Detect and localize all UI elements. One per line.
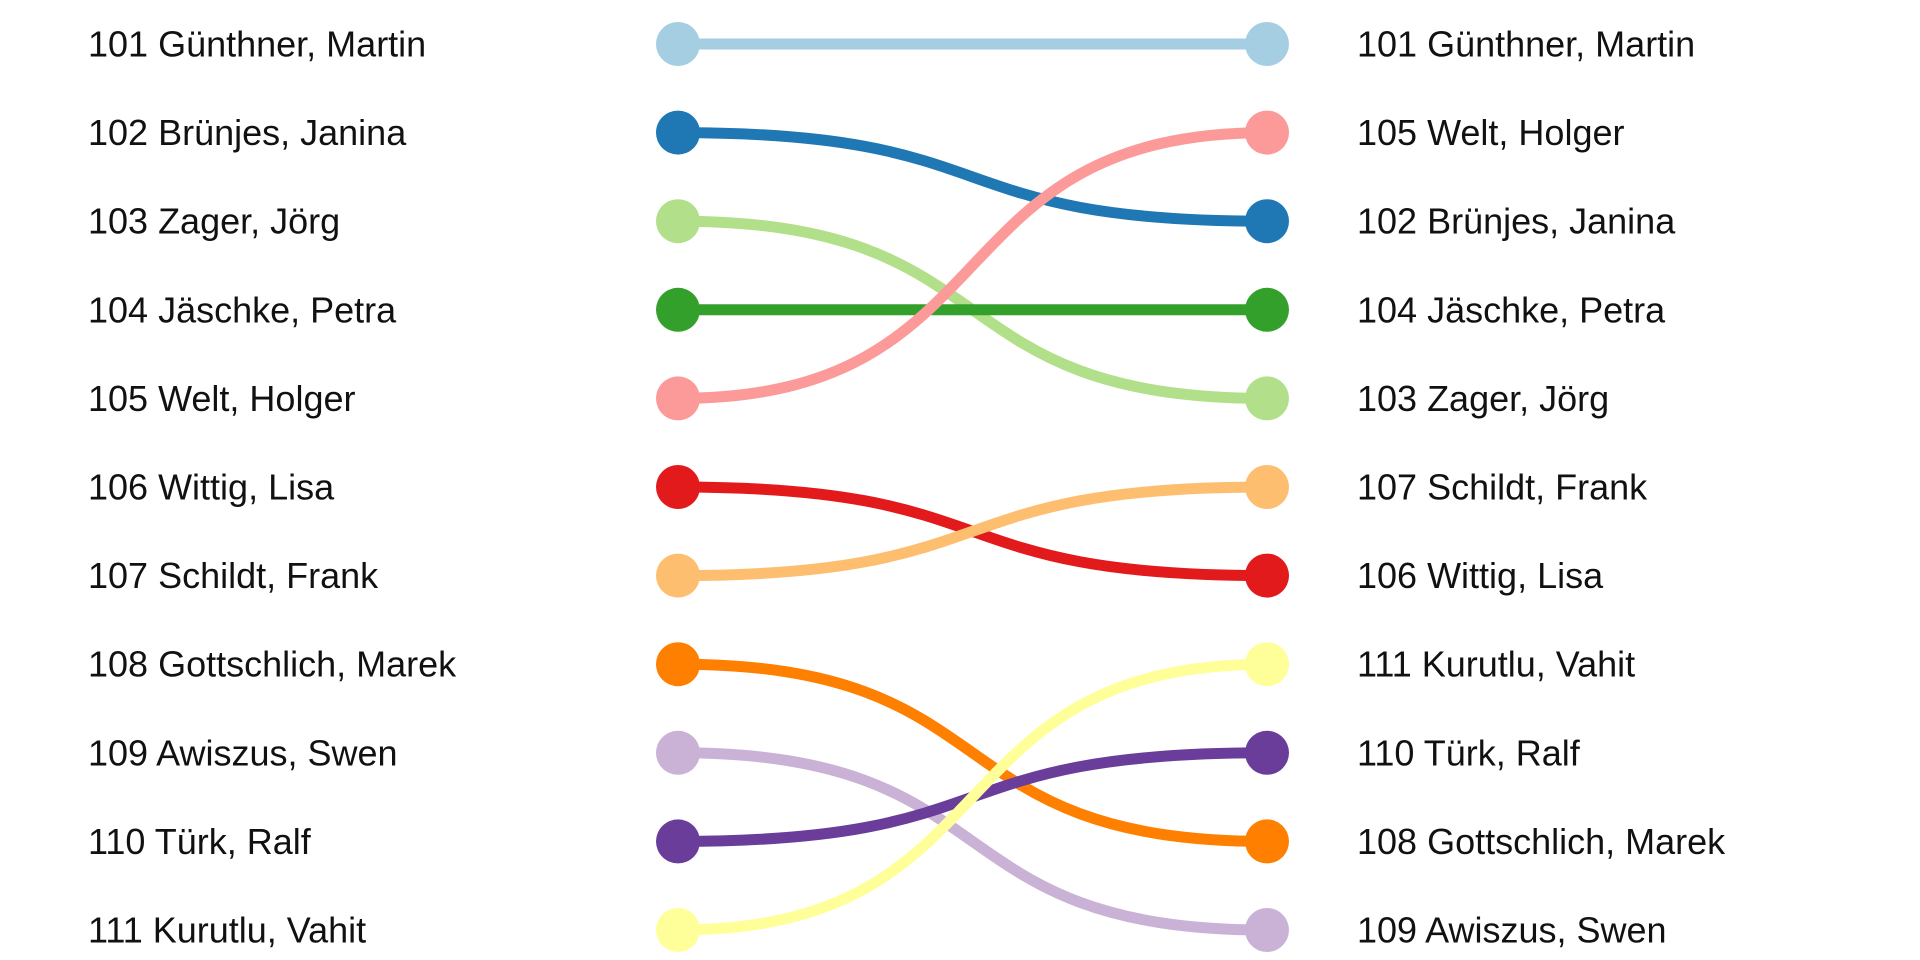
left-label-101: 101 Günthner, Martin	[88, 24, 426, 65]
left-dot-104	[656, 287, 700, 332]
left-dot-111	[656, 908, 700, 952]
left-label-105: 105 Welt, Holger	[88, 378, 355, 419]
left-label-111: 111 Kurutlu, Vahit	[88, 910, 366, 951]
connector-line-102	[672, 127, 1273, 227]
right-rank-labels: 101 Günthner, Martin 102 Brünjes, Janina 1…	[1357, 24, 1726, 951]
connector-line-107	[672, 481, 1273, 582]
left-label-104: 104 Jäschke, Petra	[88, 289, 397, 330]
left-dot-106	[656, 465, 700, 509]
left-label-110: 110 Türk, Ralf	[88, 821, 312, 862]
left-label-102: 102 Brünjes, Janina	[88, 112, 407, 153]
connector-line-108	[672, 658, 1273, 847]
right-label-109: 109 Awiszus, Swen	[1357, 910, 1667, 951]
right-dot-103	[1245, 376, 1289, 421]
connector-line-105	[672, 127, 1273, 404]
connector-lines	[672, 38, 1273, 936]
left-label-103: 103 Zager, Jörg	[88, 201, 340, 242]
left-label-109: 109 Awiszus, Swen	[88, 732, 398, 773]
right-label-110: 110 Türk, Ralf	[1357, 732, 1581, 773]
right-label-104: 104 Jäschke, Petra	[1357, 289, 1666, 330]
left-label-107: 107 Schildt, Frank	[88, 555, 379, 596]
left-dot-108	[656, 642, 700, 687]
right-dot-101	[1245, 22, 1289, 66]
right-dot-104	[1245, 287, 1289, 332]
right-dot-107	[1245, 465, 1289, 509]
left-dot-107	[656, 553, 700, 598]
right-label-111: 111 Kurutlu, Vahit	[1357, 644, 1635, 685]
rank-dots	[656, 22, 1289, 952]
left-dot-101	[656, 22, 700, 66]
right-label-108: 108 Gottschlich, Marek	[1357, 821, 1726, 862]
connector-line-111	[672, 658, 1273, 936]
right-dot-105	[1245, 110, 1289, 155]
right-dot-110	[1245, 730, 1289, 775]
right-label-105: 105 Welt, Holger	[1357, 112, 1624, 153]
left-dot-102	[656, 110, 700, 155]
right-dot-111	[1245, 642, 1289, 687]
right-label-102: 102 Brünjes, Janina	[1357, 201, 1676, 242]
left-rank-labels: 101 Günthner, Martin 102 Brünjes, Janina 1…	[88, 24, 457, 951]
right-dot-102	[1245, 199, 1289, 244]
left-label-106: 106 Wittig, Lisa	[88, 467, 335, 508]
connector-line-109	[672, 747, 1273, 936]
left-dot-109	[656, 730, 700, 775]
right-label-103: 103 Zager, Jörg	[1357, 378, 1609, 419]
right-dot-109	[1245, 908, 1289, 952]
right-dot-108	[1245, 819, 1289, 864]
left-label-108: 108 Gottschlich, Marek	[88, 644, 457, 685]
left-dot-103	[656, 199, 700, 244]
right-label-106: 106 Wittig, Lisa	[1357, 555, 1604, 596]
right-label-101: 101 Günthner, Martin	[1357, 24, 1695, 65]
left-dot-105	[656, 376, 700, 421]
right-label-107: 107 Schildt, Frank	[1357, 467, 1648, 508]
right-dot-106	[1245, 553, 1289, 598]
left-dot-110	[656, 819, 700, 864]
